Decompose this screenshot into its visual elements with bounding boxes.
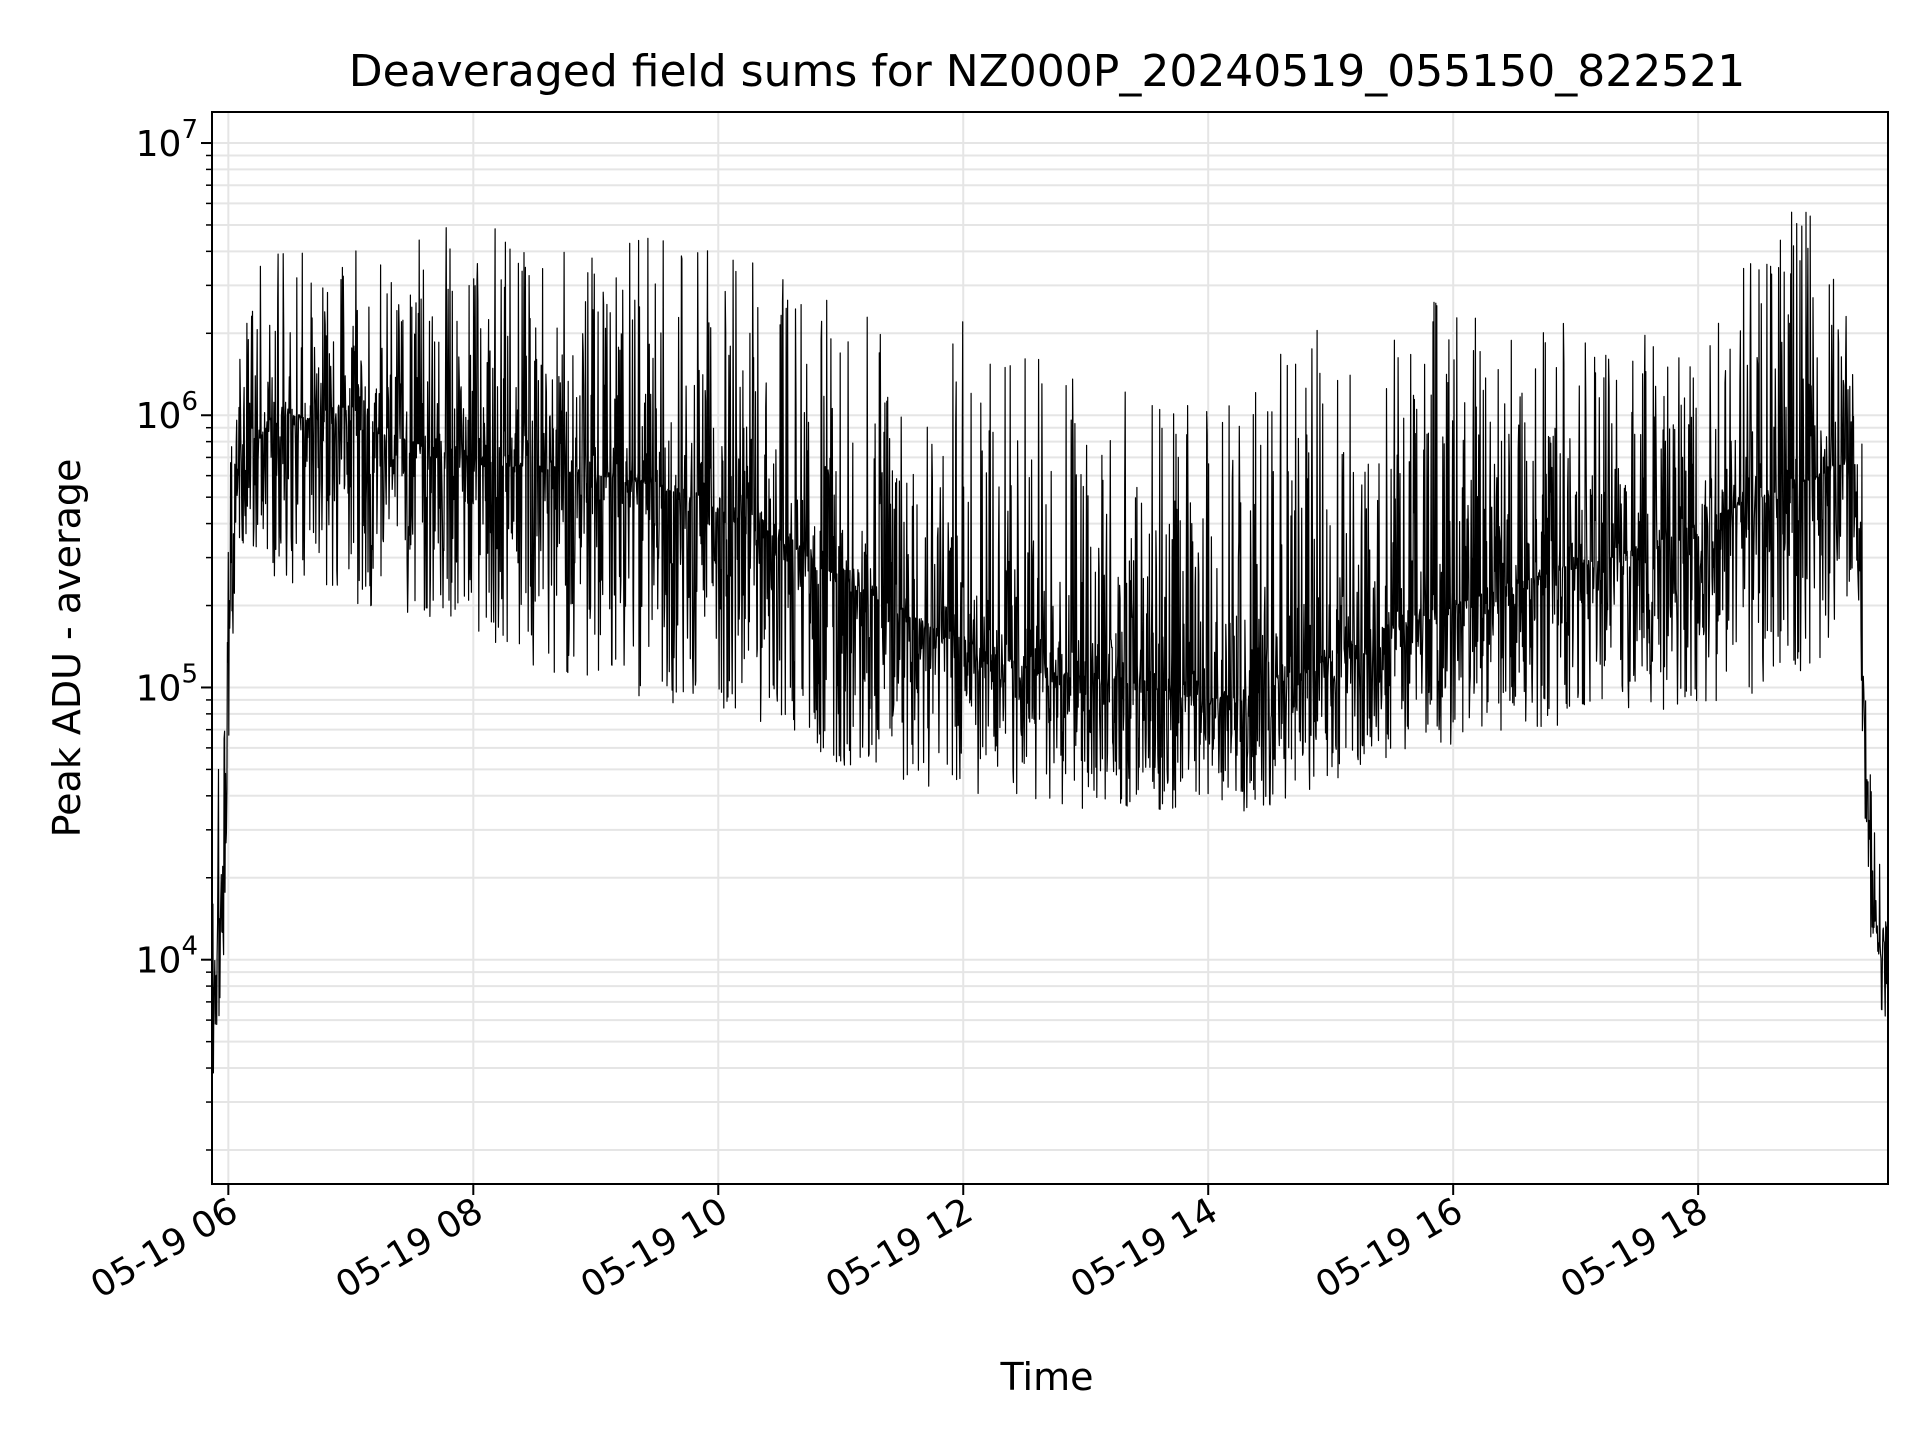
y-tick-label: 107: [136, 115, 198, 165]
series-line: [211, 211, 1889, 1074]
x-axis-label: Time: [1000, 1355, 1094, 1399]
y-axis-ticks: 104 105 106 107: [136, 115, 212, 1151]
data-series-layer: [211, 211, 1889, 1074]
y-tick-label: 104: [136, 932, 198, 982]
chart-title: Deaveraged field sums for NZ000P_2024051…: [349, 46, 1745, 97]
y-tick-label: 106: [136, 387, 198, 437]
y-tick-label: 105: [136, 659, 198, 709]
plot-frame: [211, 111, 1889, 1185]
y-axis-label: Peak ADU - average: [45, 459, 89, 838]
